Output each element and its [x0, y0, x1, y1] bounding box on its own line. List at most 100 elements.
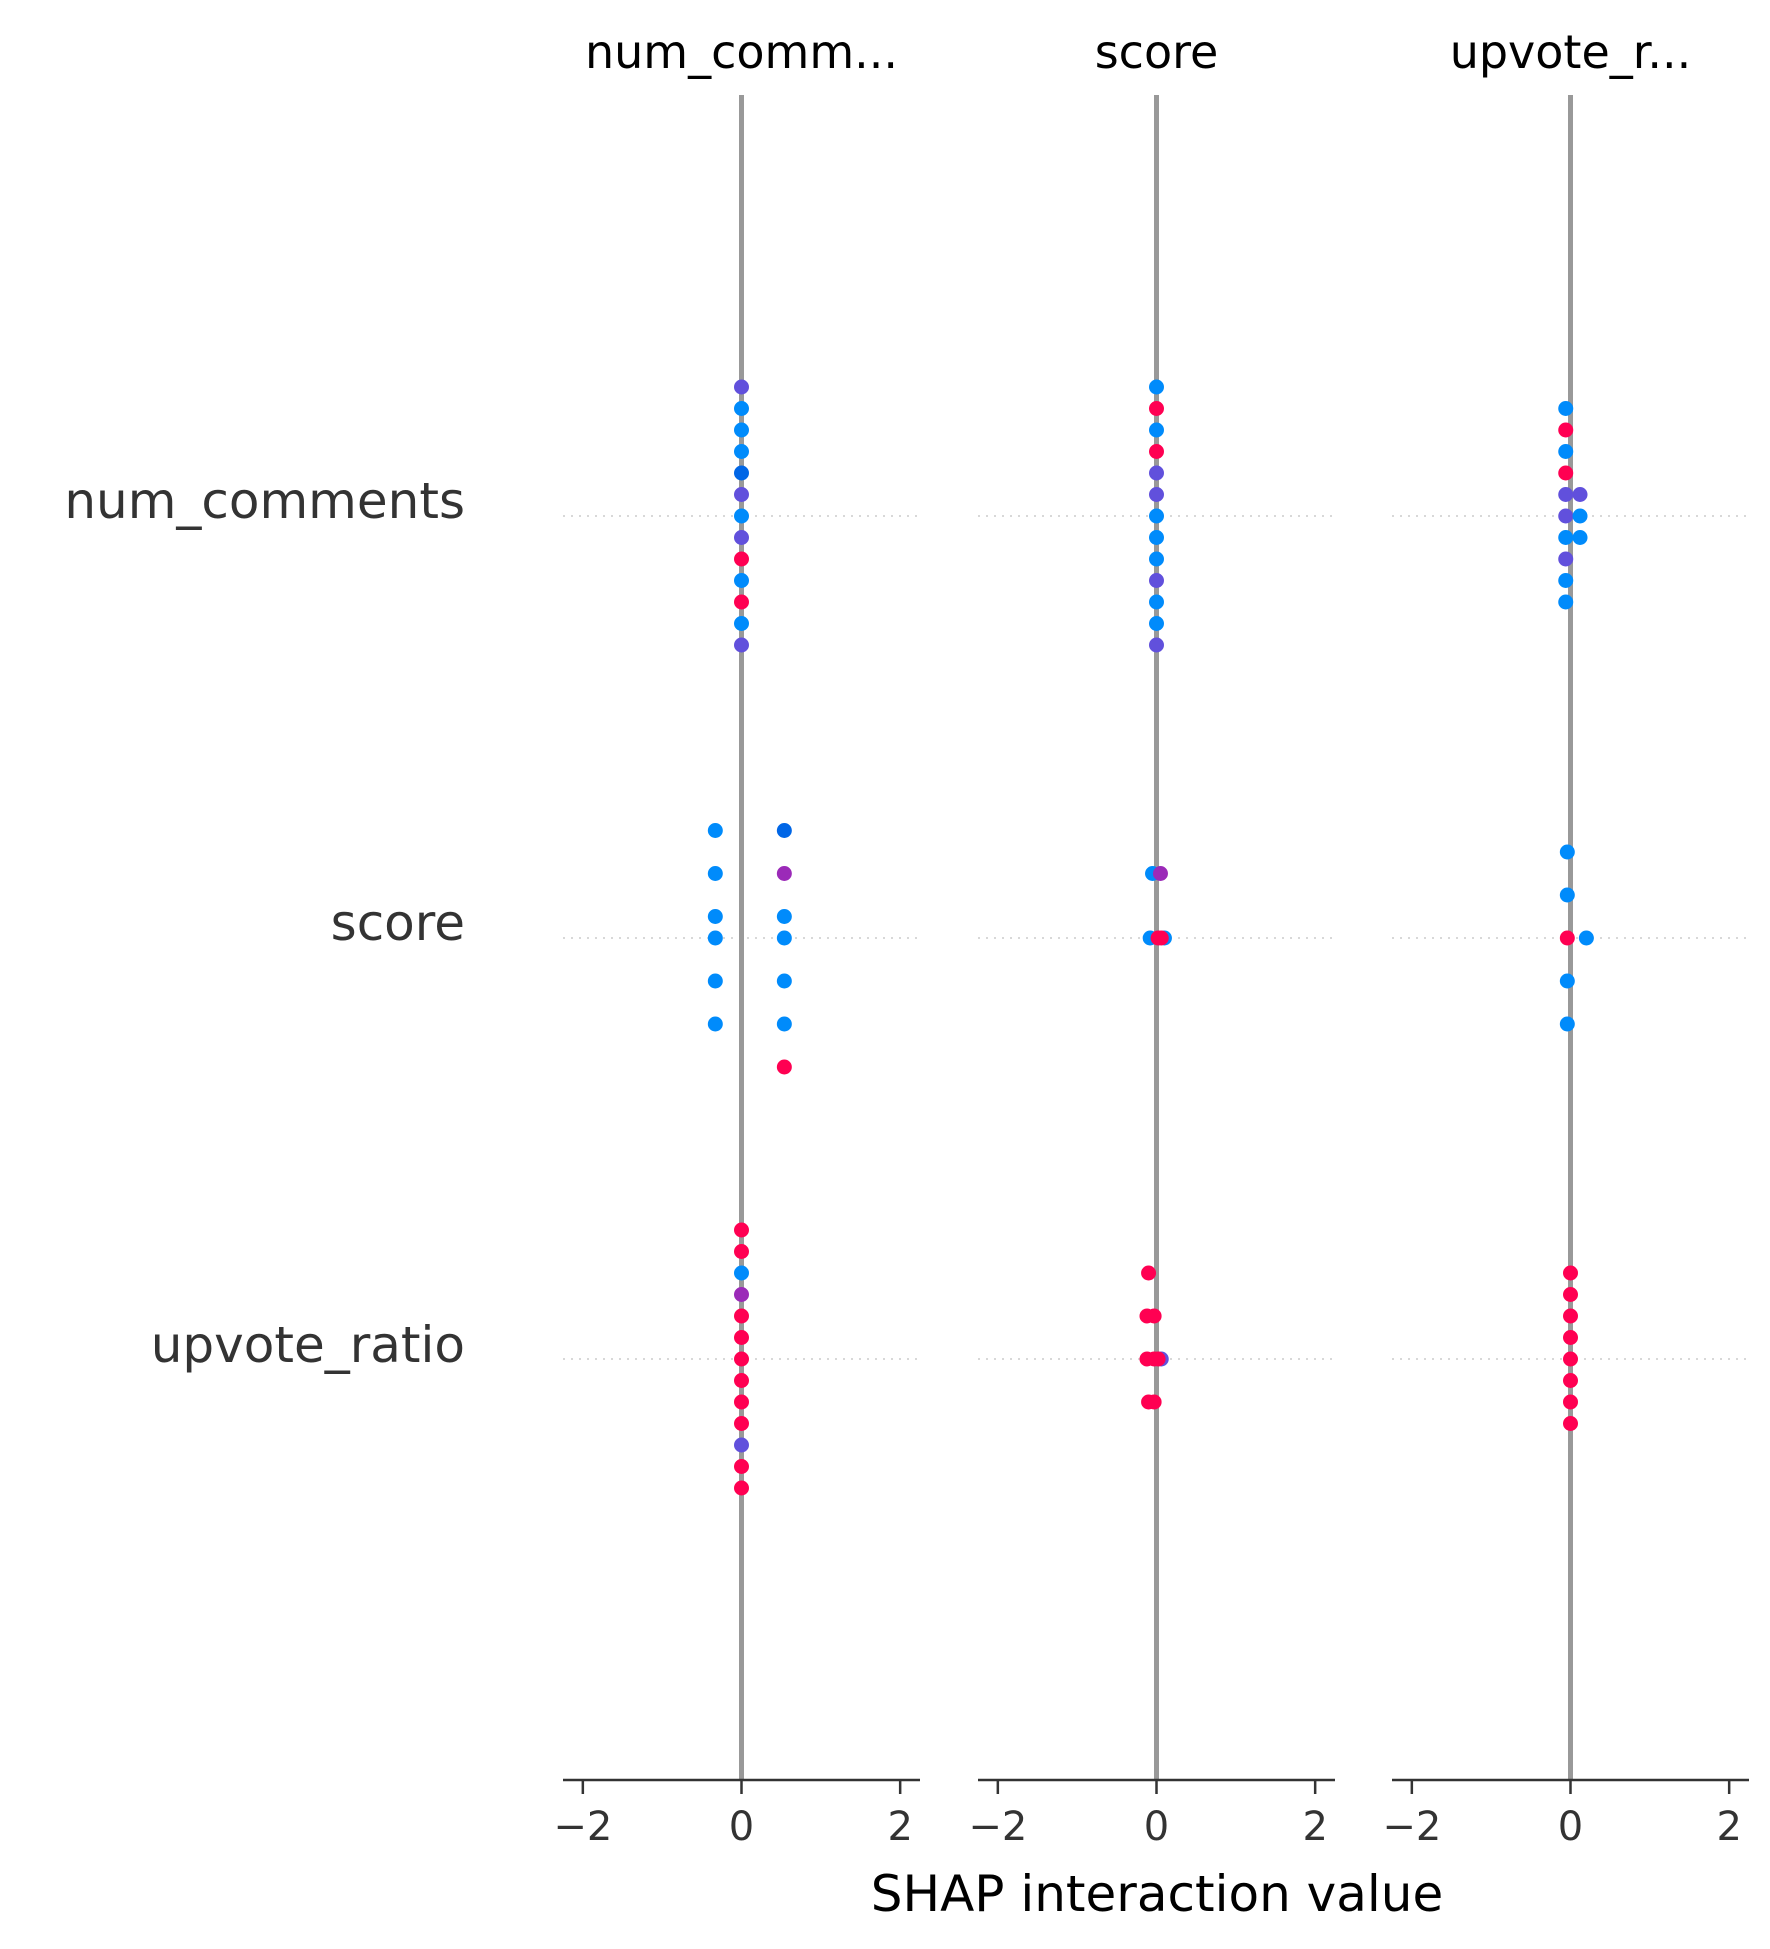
data-point [1559, 844, 1575, 860]
data-point [776, 973, 792, 989]
data-point [707, 866, 723, 881]
x-tick-label: −2 [553, 1804, 612, 1850]
data-point [734, 1330, 749, 1345]
data-point [1572, 508, 1588, 524]
x-tick-label: 2 [1302, 1804, 1327, 1850]
row-label-num-comments: num_comments [64, 472, 465, 530]
data-point [1149, 551, 1164, 567]
x-tick-label: 0 [1144, 1804, 1169, 1850]
data-point [734, 422, 749, 438]
data-point [734, 1351, 749, 1367]
panel-2: score −2 0 2 [968, 25, 1335, 1850]
data-point [1558, 551, 1574, 567]
data-point [1563, 1394, 1578, 1410]
data-point [734, 1416, 749, 1431]
data-point [776, 823, 792, 838]
data-point [1563, 1351, 1578, 1367]
data-point [1149, 444, 1164, 459]
data-point [734, 1437, 749, 1453]
data-point [1152, 866, 1168, 881]
data-point [776, 930, 792, 946]
data-point [707, 973, 723, 989]
data-point [734, 637, 749, 653]
panel-title: upvote_r... [1450, 25, 1692, 79]
data-point [1558, 465, 1574, 481]
row-labels: num_comments score upvote_ratio [64, 472, 465, 1374]
data-point [734, 1244, 749, 1259]
data-point [1149, 637, 1164, 653]
data-point [734, 1287, 749, 1302]
data-point [707, 1016, 723, 1032]
data-point [1559, 930, 1575, 946]
data-point [734, 530, 749, 545]
data-point [1146, 1308, 1162, 1324]
x-tick-label: −2 [968, 1804, 1027, 1850]
data-point [1146, 1394, 1162, 1410]
panels: num_comm... −2 0 2 score −2 0 2 upvote_r... −2 0 2 [553, 25, 1749, 1850]
panel-title: score [1095, 25, 1219, 79]
data-point [1149, 594, 1164, 610]
data-point [1141, 1265, 1157, 1281]
data-point [734, 616, 749, 631]
data-point [734, 1480, 749, 1496]
panel-title: num_comm... [585, 25, 898, 79]
x-tick-label: 0 [1558, 1804, 1583, 1850]
data-point [707, 823, 723, 838]
x-tick-label: 2 [887, 1804, 912, 1850]
data-point [1559, 973, 1575, 989]
data-point [776, 909, 792, 924]
data-point [734, 1265, 749, 1281]
data-point [776, 1059, 792, 1075]
data-point [1563, 1416, 1578, 1431]
data-point [1149, 508, 1164, 524]
data-point [1558, 401, 1574, 416]
data-point [1558, 573, 1574, 588]
data-point [1578, 930, 1594, 946]
data-point [1149, 530, 1164, 545]
data-point [734, 551, 749, 567]
data-point [1558, 444, 1574, 459]
data-point [734, 465, 749, 481]
x-tick-label: 0 [729, 1804, 754, 1850]
panel-3: upvote_r... −2 0 2 [1382, 25, 1749, 1850]
data-point [1149, 422, 1164, 438]
x-tick-label: 2 [1716, 1804, 1741, 1850]
data-point [776, 866, 792, 881]
data-point [734, 594, 749, 610]
x-axis-label: SHAP interaction value [871, 1865, 1443, 1923]
data-point [1572, 487, 1588, 502]
data-point [1563, 1373, 1578, 1388]
data-point [1558, 594, 1574, 610]
data-point [1149, 401, 1164, 416]
data-point [1558, 422, 1574, 438]
data-point [1559, 1016, 1575, 1032]
data-point [1153, 930, 1169, 946]
data-point [707, 930, 723, 946]
panel-1: num_comm... −2 0 2 [553, 25, 920, 1850]
data-point [707, 909, 723, 924]
data-point [734, 379, 749, 395]
data-point [776, 1016, 792, 1032]
data-point [1150, 1351, 1166, 1367]
data-point [734, 508, 749, 524]
data-point [1149, 573, 1164, 588]
data-point [734, 1373, 749, 1388]
row-label-score: score [331, 894, 465, 952]
data-point [1149, 487, 1164, 502]
data-point [1149, 379, 1164, 395]
data-point [1563, 1330, 1578, 1345]
data-point [734, 1308, 749, 1324]
x-tick-label: −2 [1382, 1804, 1441, 1850]
data-point [1558, 530, 1574, 545]
data-point [734, 573, 749, 588]
row-label-upvote-ratio: upvote_ratio [151, 1316, 465, 1374]
data-point [734, 444, 749, 459]
data-point [1563, 1287, 1578, 1302]
data-point [1563, 1265, 1578, 1281]
data-point [1149, 616, 1164, 631]
data-point [734, 487, 749, 502]
data-point [1149, 465, 1164, 481]
data-point [1558, 508, 1574, 524]
data-point [734, 1222, 749, 1238]
